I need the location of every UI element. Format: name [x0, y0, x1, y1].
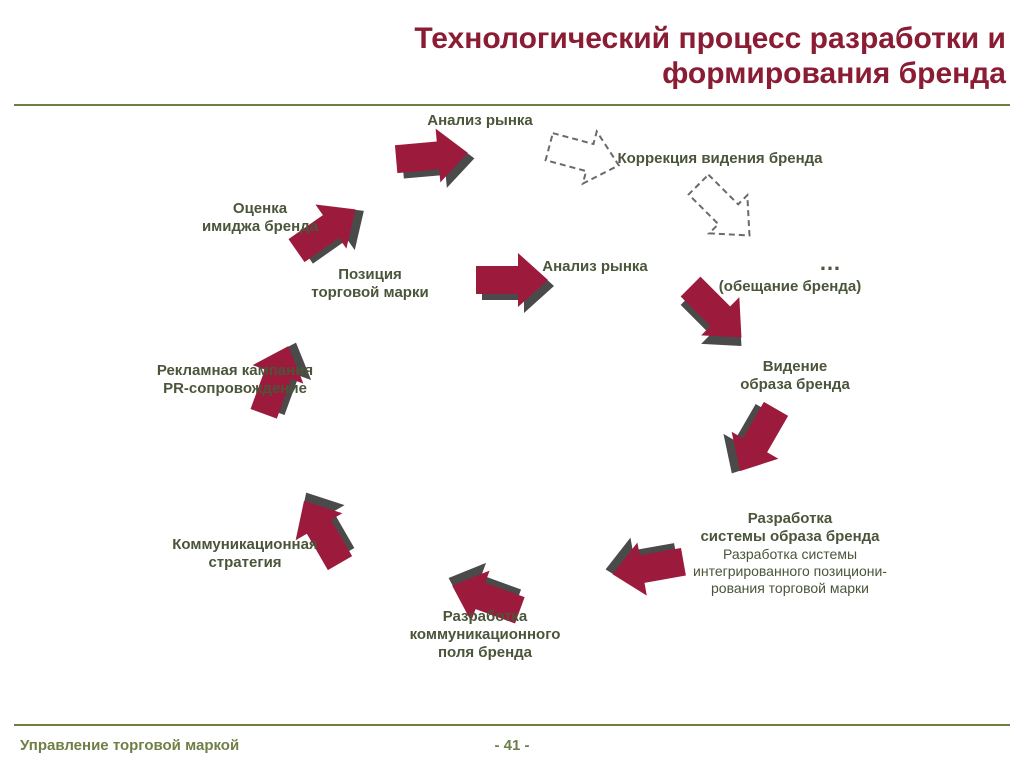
- label-l_pos: Позиция торговой марки: [270, 266, 470, 302]
- footer-page: - 41 -: [0, 737, 1024, 754]
- label-l_top: Анализ рынка: [390, 112, 570, 130]
- label-l_corr: Коррекция видения бренда: [590, 150, 850, 168]
- label-l_pole: Разработка коммуникационного поля бренда: [355, 608, 615, 662]
- label-l_vid: Видение образа бренда: [695, 358, 895, 394]
- arrow-a2: [708, 392, 799, 490]
- label-l_komm: Коммуникационная стратегия: [125, 536, 365, 572]
- label-l_raz: Разработка системы образа брендаРазработ…: [660, 510, 920, 596]
- arrow-a8: [394, 125, 477, 192]
- label-l_prom: (обещание бренда): [680, 278, 900, 296]
- rule-bottom: [14, 724, 1010, 726]
- label-l_center: Анализ рынка: [515, 258, 675, 276]
- label-l_ell: …: [800, 250, 860, 276]
- label-l_oc: Оценка имиджа бренда: [160, 200, 360, 236]
- arrow-d2: [679, 165, 768, 254]
- label-l_rekl: Рекламная кампания PR-сопровождение: [115, 362, 355, 398]
